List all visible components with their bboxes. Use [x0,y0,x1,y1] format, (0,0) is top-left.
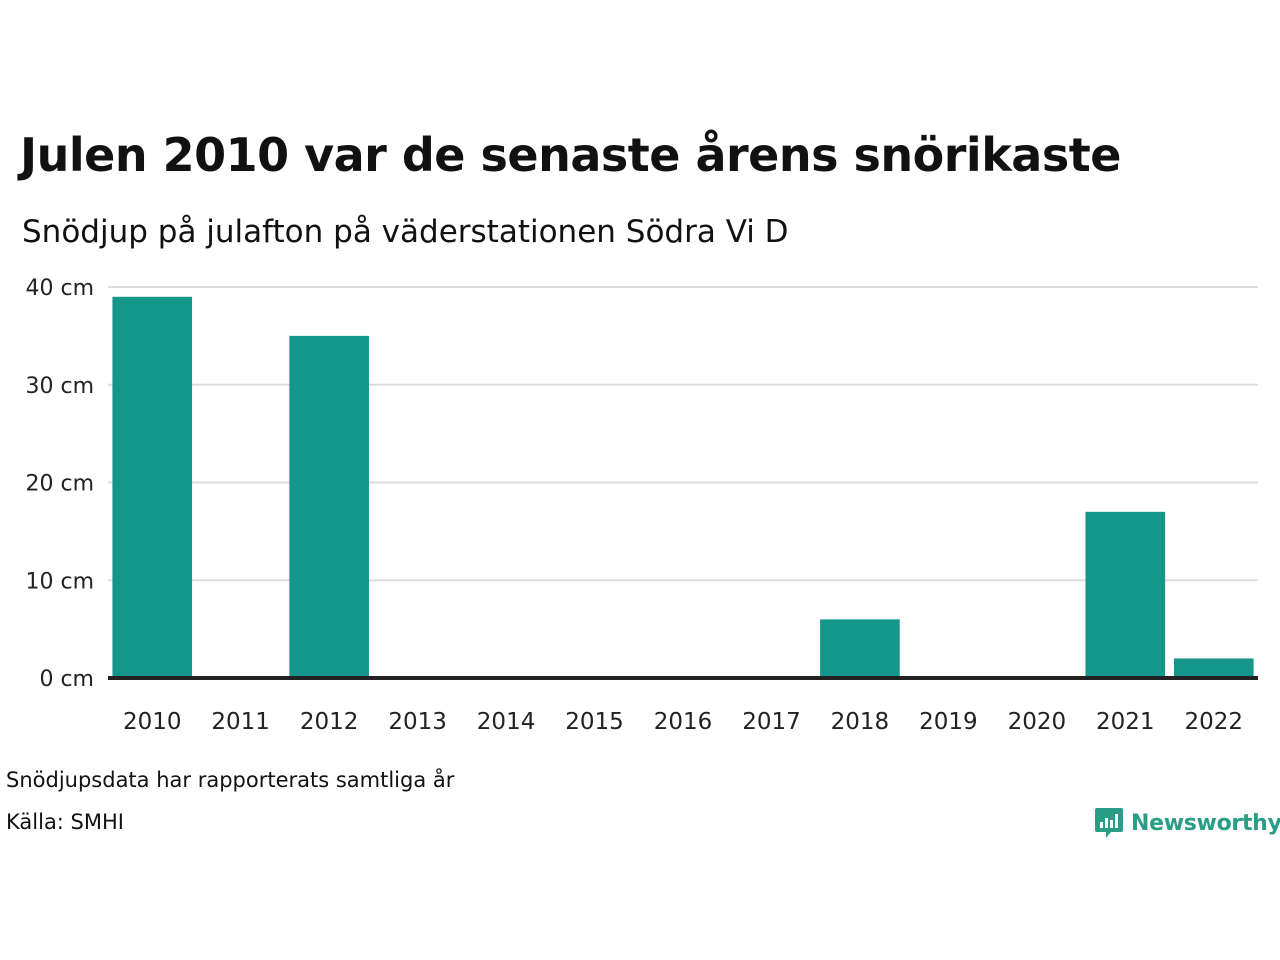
brand-logo: Newsworthy [1094,806,1280,840]
x-tick-label: 2011 [211,709,270,735]
bar-2021 [1085,511,1166,678]
footnote: Snödjupsdata har rapporterats samtliga å… [6,768,455,792]
x-tick-label: 2019 [919,709,978,735]
x-tick-label: 2020 [1008,709,1067,735]
bar-2022 [1173,658,1254,678]
x-tick-label: 2021 [1096,709,1155,735]
bar-2018 [820,619,900,678]
y-tick-label: 30 cm [25,374,94,399]
brand-name: Newsworthy [1131,810,1280,836]
x-tick-label: 2010 [123,709,182,735]
y-tick-label: 0 cm [39,667,94,692]
chart-title: Julen 2010 var de senaste årens snörikas… [20,128,1121,182]
source-note: Källa: SMHI [6,810,124,834]
x-tick-label: 2013 [388,709,447,735]
x-tick-label: 2018 [831,709,890,735]
x-tick-label: 2017 [742,709,801,735]
bars [112,296,1254,678]
x-tick-label: 2022 [1184,709,1243,735]
x-tick-label: 2015 [565,709,624,735]
chart-subtitle: Snödjup på julafton på väderstationen Sö… [22,214,789,250]
x-tick-label: 2016 [654,709,713,735]
y-tick-label: 20 cm [25,472,94,497]
newsworthy-logo-icon [1095,808,1123,838]
bar-2010 [112,296,193,678]
y-axis-ticks: 0 cm 10 cm 20 cm 30 cm 40 cm [25,276,94,692]
x-axis-ticks: 2010 2011 2012 2013 2014 2015 2016 2017 2018 2019… [123,709,1243,735]
x-tick-label: 2012 [300,709,359,735]
x-tick-label: 2014 [477,709,536,735]
y-tick-label: 40 cm [25,276,94,301]
bar-2012 [289,335,369,678]
y-tick-label: 10 cm [25,569,94,594]
